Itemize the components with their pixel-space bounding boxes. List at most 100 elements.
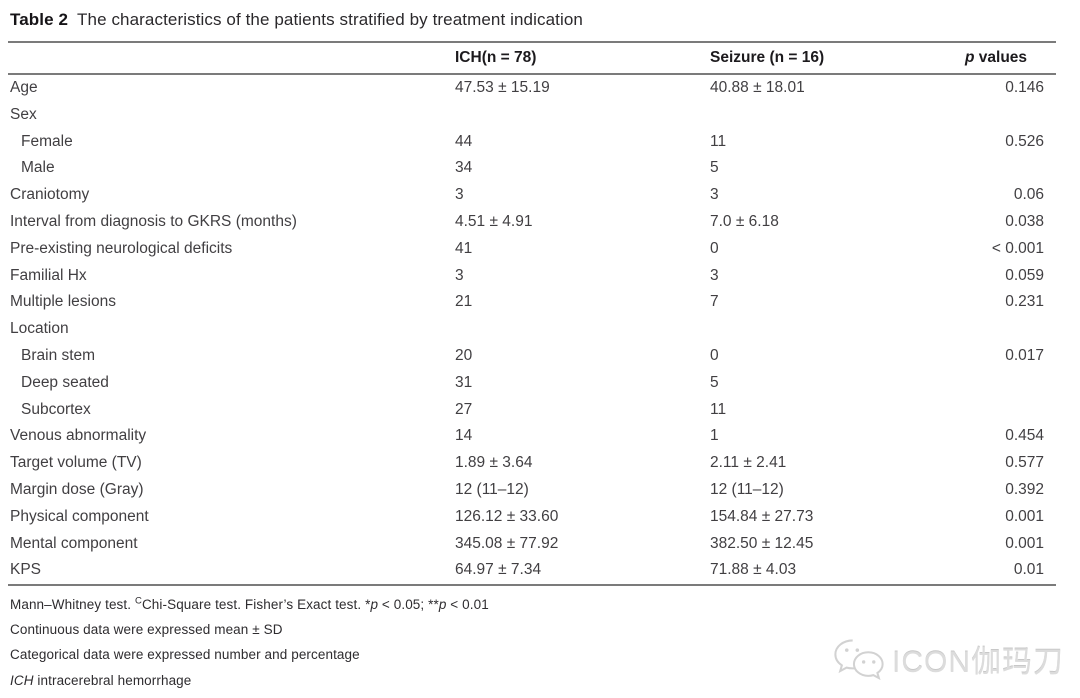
seizure-value: 0	[710, 239, 719, 257]
footnote-text: < 0.01	[446, 597, 489, 612]
p-value: 0.001	[1005, 534, 1044, 552]
row-label: Interval from diagnosis to GKRS (months)	[10, 212, 297, 230]
table-caption: The characteristics of the patients stra…	[77, 10, 583, 29]
footnote-p-italic: p	[438, 597, 447, 612]
p-values-rest: values	[974, 49, 1028, 66]
p-value: 0.059	[1005, 266, 1044, 284]
watermark-text: ICON伽玛刀	[892, 646, 1064, 679]
row-label: Physical component	[10, 507, 149, 525]
watermark: ICON伽玛刀	[832, 636, 1064, 682]
p-value: 0.577	[1005, 454, 1044, 472]
row-label: Target volume (TV)	[10, 454, 142, 472]
p-value	[965, 102, 1056, 129]
ich-value: 41	[455, 239, 473, 257]
footnote-text: Mann–Whitney test.	[10, 597, 135, 612]
ich-abbrev-italic: ICH	[10, 672, 34, 688]
footnote-categorical: Categorical data were expressed number a…	[10, 647, 360, 663]
p-value	[965, 397, 1056, 424]
seizure-value: 71.88 ± 4.03	[710, 557, 965, 587]
p-value: 0.231	[1005, 293, 1044, 311]
table-row: Mental component 345.08 ± 77.92 382.50 ± 1…	[8, 531, 1056, 558]
row-label: KPS	[8, 557, 455, 587]
footnote-text: intracerebral hemorrhage	[33, 672, 192, 688]
footnote-text: Chi-Square test. Fisher’s Exact test. *	[141, 597, 371, 612]
table-row: Deep seated 31 5	[8, 370, 1056, 397]
p-value: 0.392	[1005, 480, 1044, 498]
ich-value: 3	[455, 266, 464, 284]
patient-characteristics-table: ICH(n = 78) Seizure (n = 16) p values Ag…	[8, 41, 1056, 587]
row-label: Mental component	[10, 534, 138, 552]
p-value: 0.017	[1005, 346, 1044, 364]
ich-value: 3	[455, 186, 464, 204]
ich-value: 4.51 ± 4.91	[455, 212, 533, 230]
row-label: Location	[10, 320, 69, 338]
table-number-label: Table 2	[10, 10, 69, 29]
table-row: Location	[8, 316, 1056, 343]
table-row: Multiple lesions 21 7 0.231	[8, 289, 1056, 316]
table-row: Male 34 5	[8, 155, 1056, 182]
row-label: Sex	[10, 105, 37, 123]
row-label: Familial Hx	[10, 266, 87, 284]
table-row: Physical component 126.12 ± 33.60 154.84 ±…	[8, 504, 1056, 531]
seizure-value: 40.88 ± 18.01	[710, 79, 805, 96]
header-ich: ICH(n = 78)	[455, 41, 710, 75]
ich-value: 31	[455, 373, 473, 391]
p-value: 0.454	[1005, 427, 1044, 445]
row-label: Multiple lesions	[10, 293, 116, 311]
footnote-p-italic: p	[370, 597, 379, 612]
wechat-icon	[834, 639, 884, 681]
seizure-value: 11	[710, 132, 727, 150]
table-row: Target volume (TV) 1.89 ± 3.64 2.11 ± 2.41…	[8, 450, 1056, 477]
ich-value: 20	[455, 346, 473, 364]
p-value: 0.146	[1005, 79, 1044, 96]
ich-value: 44	[455, 132, 473, 150]
p-value: 0.038	[1005, 212, 1044, 230]
row-label: Deep seated	[21, 373, 109, 391]
row-label: Brain stem	[21, 346, 96, 364]
footnote-superscript: C	[134, 595, 142, 607]
ich-value: 21	[455, 293, 473, 311]
table-body: Age 47.53 ± 15.19 40.88 ± 18.01 0.146 Sex Fem…	[8, 74, 1056, 587]
seizure-value: 154.84 ± 27.73	[710, 507, 814, 525]
header-empty-cell	[8, 41, 455, 75]
ich-value: 14	[455, 427, 473, 445]
p-value: 0.06	[1013, 186, 1044, 204]
header-p-values: p values	[965, 41, 1056, 75]
ich-value: 64.97 ± 7.34	[455, 557, 710, 587]
seizure-value	[710, 316, 965, 343]
p-value: 0.001	[1005, 507, 1044, 525]
table-row: Craniotomy 3 3 0.06	[8, 182, 1056, 209]
p-value	[965, 155, 1056, 182]
p-value	[965, 316, 1056, 343]
ich-value: 47.53 ± 15.19	[455, 79, 550, 96]
seizure-value: 12 (11–12)	[710, 480, 784, 498]
ich-value: 12 (11–12)	[455, 480, 529, 498]
table-row: Subcortex 27 11	[8, 397, 1056, 424]
p-value: 0.526	[1005, 132, 1044, 150]
seizure-value: 1	[710, 427, 719, 445]
p-value: 0.01	[965, 557, 1056, 587]
table-row: Age 47.53 ± 15.19 40.88 ± 18.01 0.146	[8, 74, 1056, 102]
row-label: Pre-existing neurological deficits	[10, 239, 233, 257]
p-italic: p	[965, 49, 975, 66]
row-label: Venous abnormality	[10, 427, 147, 445]
table-row: Interval from diagnosis to GKRS (months)…	[8, 209, 1056, 236]
ich-value: 34	[455, 159, 473, 177]
table-row: Margin dose (Gray) 12 (11–12) 12 (11–12) 0.…	[8, 477, 1056, 504]
table-row: Familial Hx 3 3 0.059	[8, 263, 1056, 290]
row-label: Craniotomy	[10, 186, 90, 204]
row-label: Female	[21, 132, 73, 150]
row-label: Margin dose (Gray)	[10, 480, 144, 498]
footnote-abbreviation: ICH intracerebral hemorrhage	[10, 668, 489, 693]
footnote-continuous: Continuous data were expressed mean ± SD	[10, 622, 283, 638]
seizure-value: 0	[710, 346, 719, 364]
seizure-value: 11	[710, 400, 727, 418]
header-row: ICH(n = 78) Seizure (n = 16) p values	[8, 41, 1056, 75]
ich-value: 126.12 ± 33.60	[455, 507, 559, 525]
seizure-value: 382.50 ± 12.45	[710, 534, 814, 552]
seizure-value	[710, 102, 965, 129]
seizure-value: 7.0 ± 6.18	[710, 212, 779, 230]
table-row: Pre-existing neurological deficits 41 0 < 0…	[8, 236, 1056, 263]
ich-value	[455, 316, 710, 343]
